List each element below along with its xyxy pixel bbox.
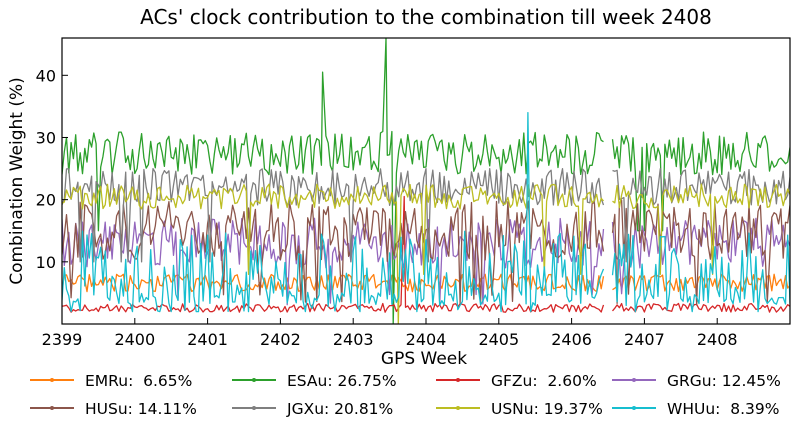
legend-label: HUSu: 14.11% (85, 400, 197, 418)
x-tick-label: 2402 (260, 330, 301, 349)
legend-marker (50, 406, 54, 410)
y-tick-label: 20 (36, 191, 56, 210)
legend-item-gfzu: GFZu: 2.60% (436, 372, 597, 390)
legend: EMRu: 6.65% ESAu: 26.75% GFZu: 2.60% GRGu: … (30, 372, 781, 418)
x-tick-label: 2401 (187, 330, 228, 349)
legend-label: USNu: 19.37% (491, 400, 603, 418)
legend-label: JGXu: 20.81% (286, 400, 393, 418)
y-tick-label: 30 (36, 128, 56, 147)
legend-item-esau: ESAu: 26.75% (232, 372, 397, 390)
x-axis-label: GPS Week (381, 349, 467, 369)
y-axis-label: Combination Weight (%) (7, 77, 27, 285)
legend-item-jgxu: JGXu: 20.81% (232, 400, 393, 418)
legend-item-emru: EMRu: 6.65% (30, 372, 192, 390)
x-tick-label: 2400 (114, 330, 155, 349)
x-tick-label: 2408 (697, 330, 738, 349)
x-tick-label: 2399 (42, 330, 83, 349)
legend-marker (50, 378, 54, 382)
series-line-whuu (62, 111, 790, 313)
legend-label: GFZu: 2.60% (491, 372, 597, 390)
legend-label: EMRu: 6.65% (85, 372, 192, 390)
legend-item-usnu: USNu: 19.37% (436, 400, 603, 418)
legend-marker (632, 378, 636, 382)
series-group (62, 38, 790, 324)
series-line-usnu (62, 183, 790, 324)
chart-title: ACs' clock contribution to the combinati… (140, 5, 712, 29)
legend-label: GRGu: 12.45% (667, 372, 781, 390)
legend-label: WHUu: 8.39% (667, 400, 779, 418)
legend-label: ESAu: 26.75% (287, 372, 397, 390)
series-line-gfzu (62, 195, 790, 313)
x-tick-label: 2405 (478, 330, 519, 349)
y-tick-label: 10 (36, 253, 56, 272)
plot-area (61, 37, 791, 325)
y-axis: 10 20 30 40 (36, 66, 68, 272)
x-tick-label: 2403 (333, 330, 374, 349)
legend-marker (632, 406, 636, 410)
legend-item-whuu: WHUu: 8.39% (612, 400, 779, 418)
series-line-grgu (62, 217, 790, 306)
x-axis: 2399 2400 2401 2402 2403 2404 2405 2406 2407 2408 (42, 318, 738, 349)
legend-item-grgu: GRGu: 12.45% (612, 372, 781, 390)
x-tick-label: 2404 (406, 330, 447, 349)
x-tick-label: 2406 (551, 330, 592, 349)
legend-marker (252, 406, 256, 410)
x-tick-label: 2407 (624, 330, 665, 349)
legend-marker (456, 378, 460, 382)
y-tick-label: 40 (36, 66, 56, 85)
legend-marker (456, 406, 460, 410)
series-line-husu (62, 199, 790, 306)
legend-item-husu: HUSu: 14.11% (30, 400, 197, 418)
legend-marker (252, 378, 256, 382)
